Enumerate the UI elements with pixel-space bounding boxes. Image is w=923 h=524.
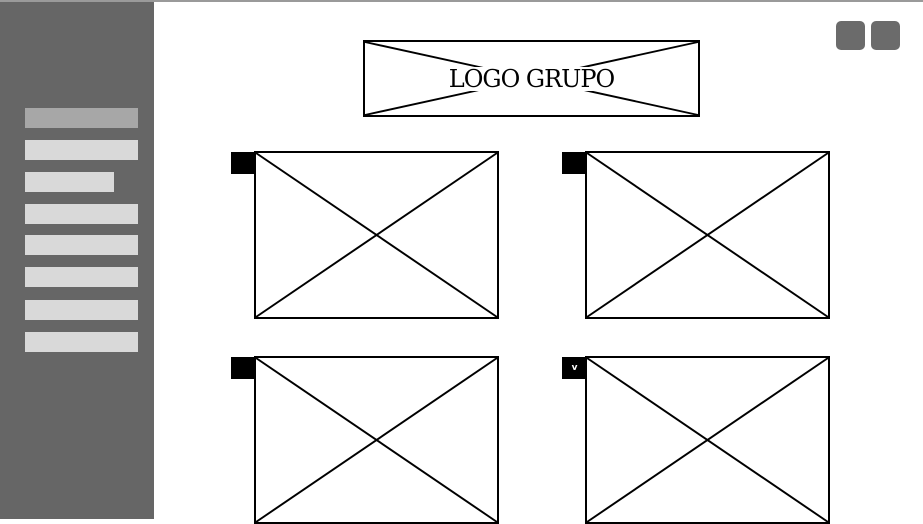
logo-text: LOGO GRUPO xyxy=(439,66,624,91)
image-placeholder-icon xyxy=(586,152,829,318)
sidebar xyxy=(0,2,154,519)
sidebar-item-6[interactable] xyxy=(25,267,138,287)
header-action-button-2[interactable] xyxy=(871,21,900,50)
sidebar-item-3[interactable] xyxy=(25,172,114,192)
header-action-button-1[interactable] xyxy=(836,21,865,50)
image-placeholder-card-1[interactable] xyxy=(254,151,499,319)
image-placeholder-icon xyxy=(255,152,498,318)
card-corner-tab[interactable] xyxy=(562,152,587,174)
sidebar-item-8[interactable] xyxy=(25,332,138,352)
sidebar-item-4[interactable] xyxy=(25,204,138,224)
image-placeholder-card-2[interactable] xyxy=(585,151,830,319)
image-placeholder-icon xyxy=(586,357,829,523)
image-placeholder-icon xyxy=(255,357,498,523)
sidebar-item-7[interactable] xyxy=(25,300,138,320)
sidebar-item-1[interactable] xyxy=(25,108,138,128)
card-corner-tab[interactable] xyxy=(231,357,256,379)
image-placeholder-card-3[interactable] xyxy=(254,356,499,524)
sidebar-item-5[interactable] xyxy=(25,235,138,255)
top-border xyxy=(0,0,923,2)
image-placeholder-card-4[interactable] xyxy=(585,356,830,524)
card-corner-tab-chevron[interactable]: v xyxy=(562,357,587,379)
sidebar-item-2[interactable] xyxy=(25,140,138,160)
logo-placeholder: LOGO GRUPO xyxy=(363,40,700,117)
card-corner-tab[interactable] xyxy=(231,152,256,174)
